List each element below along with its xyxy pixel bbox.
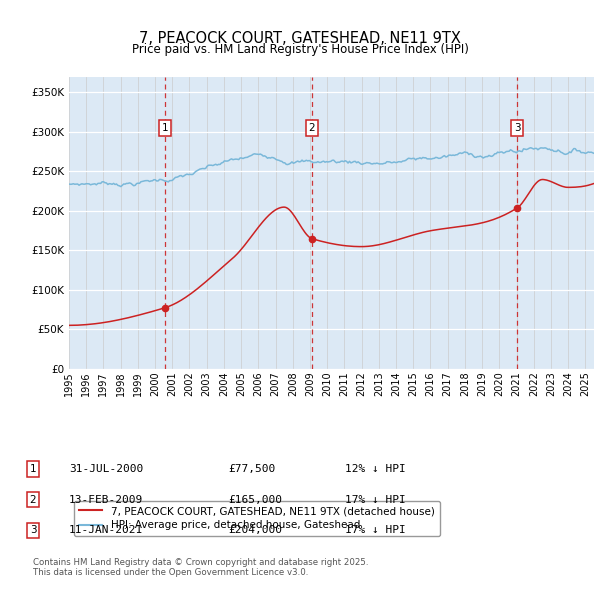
- Text: 3: 3: [514, 123, 521, 133]
- Legend: 7, PEACOCK COURT, GATESHEAD, NE11 9TX (detached house), HPI: Average price, deta: 7, PEACOCK COURT, GATESHEAD, NE11 9TX (d…: [74, 501, 440, 536]
- Text: £165,000: £165,000: [228, 495, 282, 504]
- Text: 13-FEB-2009: 13-FEB-2009: [69, 495, 143, 504]
- Text: 2: 2: [309, 123, 316, 133]
- Text: 1: 1: [162, 123, 169, 133]
- Text: 17% ↓ HPI: 17% ↓ HPI: [345, 495, 406, 504]
- Text: 2: 2: [29, 495, 37, 504]
- Text: £77,500: £77,500: [228, 464, 275, 474]
- Text: £204,000: £204,000: [228, 526, 282, 535]
- Text: 17% ↓ HPI: 17% ↓ HPI: [345, 526, 406, 535]
- Text: 3: 3: [29, 526, 37, 535]
- Text: 11-JAN-2021: 11-JAN-2021: [69, 526, 143, 535]
- Text: 12% ↓ HPI: 12% ↓ HPI: [345, 464, 406, 474]
- Text: Contains HM Land Registry data © Crown copyright and database right 2025.
This d: Contains HM Land Registry data © Crown c…: [33, 558, 368, 577]
- Text: 31-JUL-2000: 31-JUL-2000: [69, 464, 143, 474]
- Text: 7, PEACOCK COURT, GATESHEAD, NE11 9TX: 7, PEACOCK COURT, GATESHEAD, NE11 9TX: [139, 31, 461, 46]
- Text: 1: 1: [29, 464, 37, 474]
- Text: Price paid vs. HM Land Registry's House Price Index (HPI): Price paid vs. HM Land Registry's House …: [131, 43, 469, 56]
